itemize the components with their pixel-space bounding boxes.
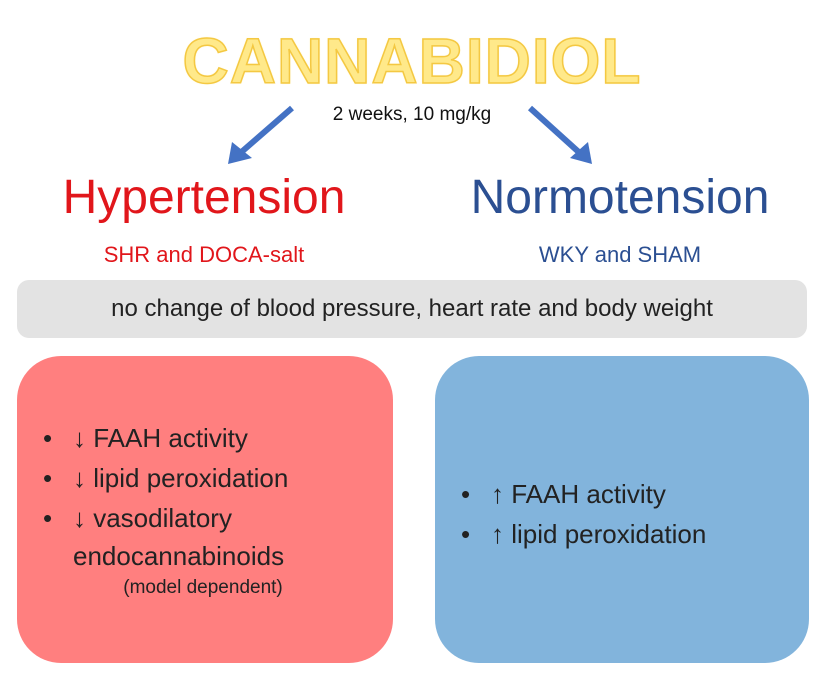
banner-text: no change of blood pressure, heart rate … [111,295,713,322]
bullet: • [461,479,471,509]
arrow-right [527,105,592,164]
list-item: • ↑ lipid peroxidation [461,514,809,554]
list-item: • ↓ vasodilatory [43,498,393,538]
model-note: (model dependent) [123,577,283,598]
hypertension-title: Hypertension [62,171,346,224]
effect-text: ↓ lipid peroxidation [73,463,289,493]
main-title: CANNABIDIOL [182,24,642,98]
normotension-panel: • ↑ FAAH activity • ↑ lipid peroxidation [435,356,809,663]
hypertension-panel: • ↓ FAAH activity • ↓ lipid peroxidation… [17,356,393,663]
no-change-banner: no change of blood pressure, heart rate … [17,280,807,338]
hypertension-effects-list: • ↓ FAAH activity • ↓ lipid peroxidation… [43,418,393,538]
normotension-subtitle: WKY and SHAM [538,242,702,267]
normotension-title: Normotension [470,171,770,224]
bullet: • [43,503,53,533]
arrow-left [228,105,294,164]
bullet: • [461,519,471,549]
bullet: • [43,423,53,453]
effect-text: ↑ FAAH activity [491,479,666,509]
dose-label: 2 weeks, 10 mg/kg [332,104,492,125]
effect-text: ↓ FAAH activity [73,423,248,453]
effect-text: ↑ lipid peroxidation [491,519,707,549]
effect-text: ↓ vasodilatory [73,503,232,533]
effect-continuation: endocannabinoids [73,541,285,571]
list-item: • ↓ FAAH activity [43,418,393,458]
list-item: • ↓ lipid peroxidation [43,458,393,498]
bullet: • [43,463,53,493]
list-item: • ↑ FAAH activity [461,474,809,514]
hypertension-subtitle: SHR and DOCA-salt [103,242,305,267]
normotension-effects-list: • ↑ FAAH activity • ↑ lipid peroxidation [461,474,809,554]
